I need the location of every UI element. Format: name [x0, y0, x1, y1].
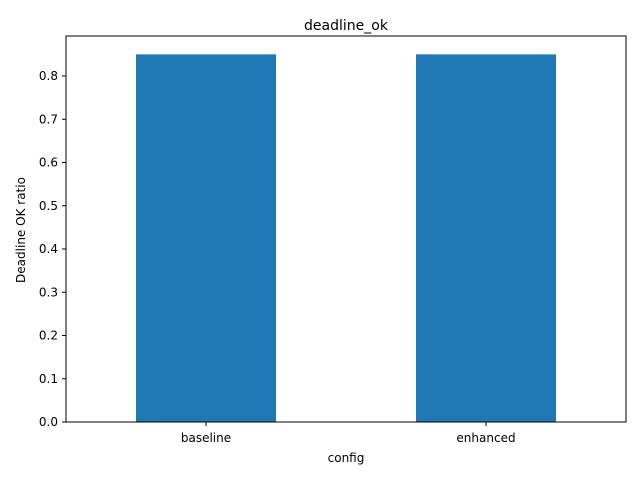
y-tick-label: 0.7 [39, 112, 58, 126]
y-tick-label: 0.6 [39, 156, 58, 170]
bar-enhanced [416, 54, 556, 422]
bar-baseline [136, 54, 276, 422]
y-tick-label: 0.4 [39, 242, 58, 256]
x-axis-ticks: baseline enhanced [181, 422, 516, 445]
y-tick-label: 0.2 [39, 329, 58, 343]
plot-frame [65, 35, 627, 423]
y-tick-label: 0.5 [39, 199, 58, 213]
y-tick-label: 0.3 [39, 285, 58, 299]
chart-title: deadline_ok [304, 18, 389, 34]
y-tick-label: 0.1 [39, 372, 58, 386]
bars [136, 54, 556, 422]
x-axis-label: config [328, 451, 365, 465]
y-tick-label: 0.8 [39, 69, 58, 83]
x-tick-label: enhanced [456, 431, 515, 445]
y-axis-label: Deadline OK ratio [14, 177, 28, 283]
x-tick-label: baseline [181, 431, 231, 445]
y-axis-ticks: 0.0 0.1 0.2 0.3 0.4 0.5 0.6 0.7 0.8 [39, 69, 66, 429]
y-tick-label: 0.0 [39, 415, 58, 429]
